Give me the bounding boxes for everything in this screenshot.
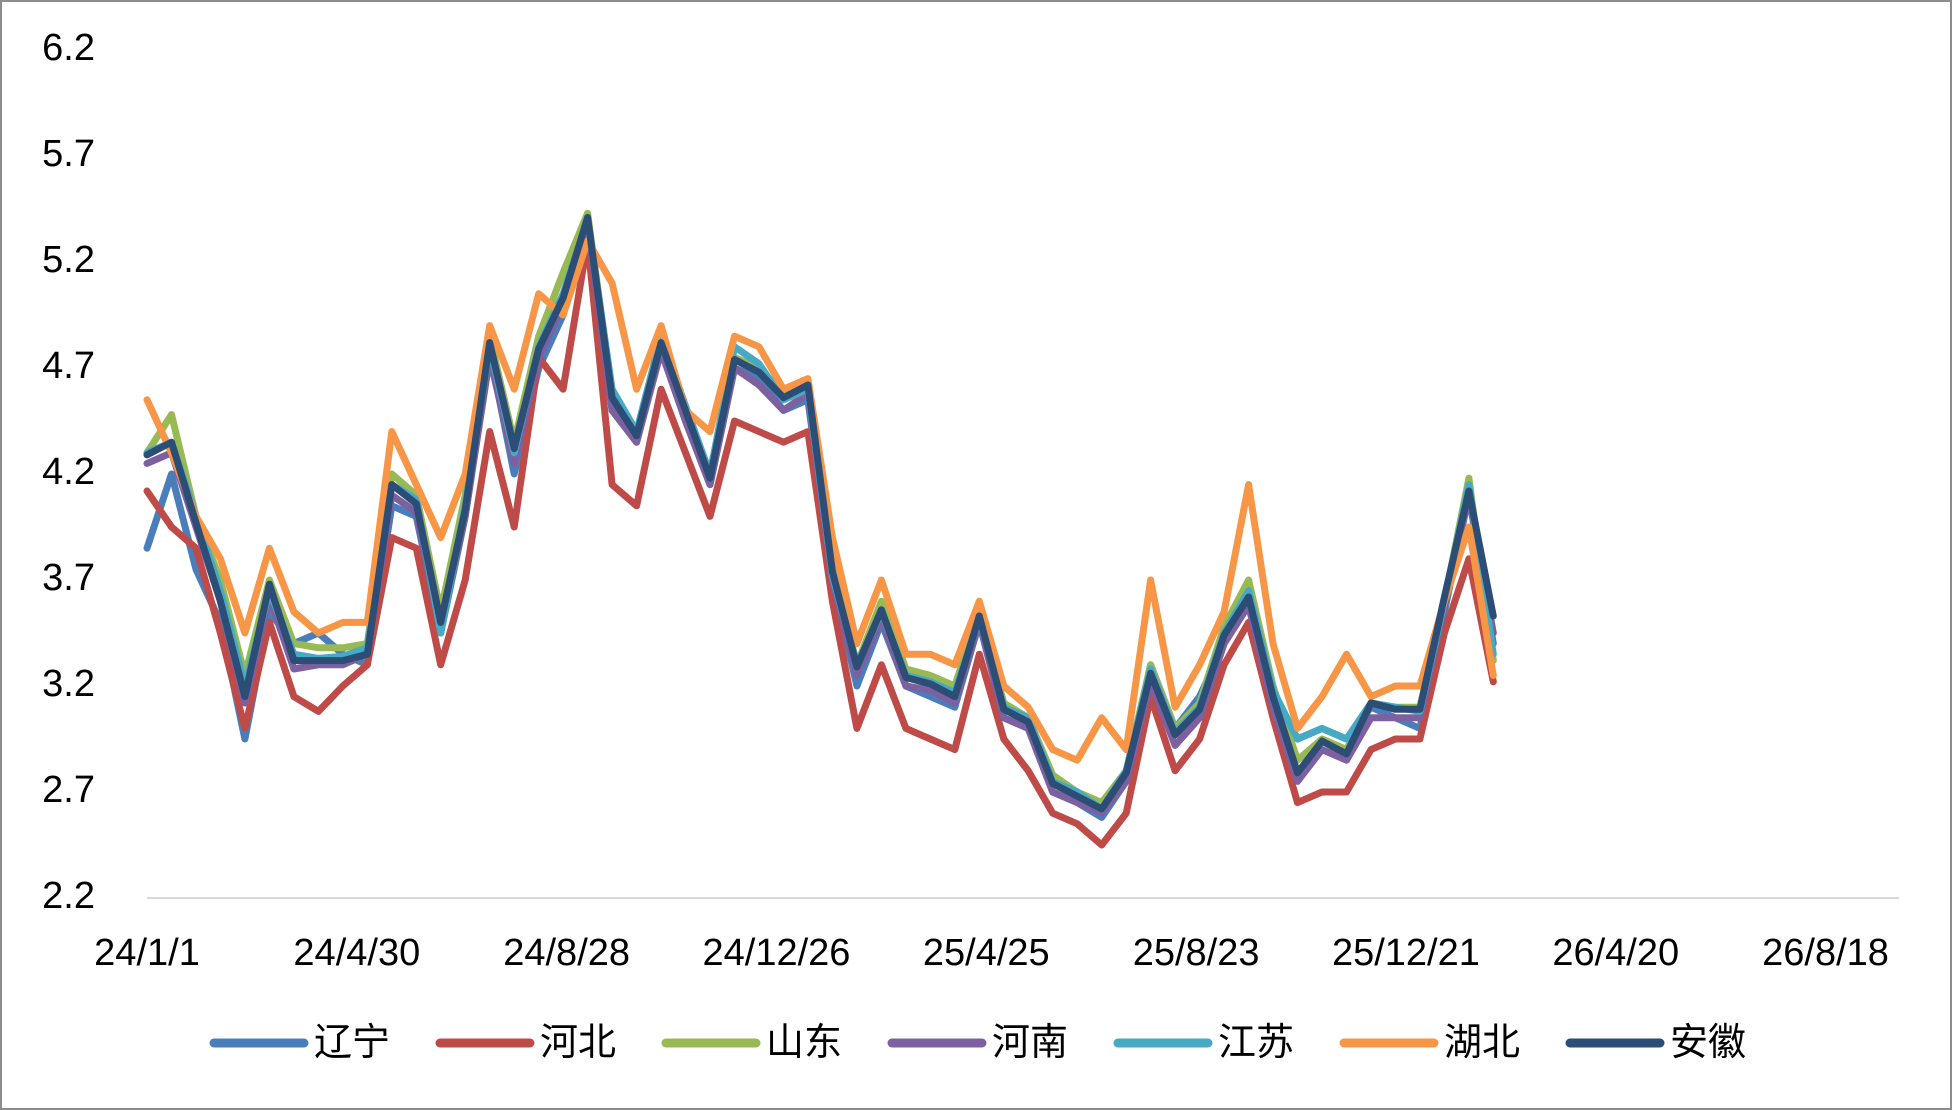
y-tick-label: 4.7: [42, 345, 95, 387]
x-tick-label: 25/8/23: [1133, 932, 1260, 974]
legend-label: 河北: [540, 1022, 616, 1064]
legend-label: 江苏: [1218, 1022, 1294, 1064]
legend-label: 安徽: [1670, 1022, 1746, 1064]
x-tick-label: 25/12/21: [1332, 932, 1480, 974]
x-tick-label: 24/12/26: [703, 932, 851, 974]
y-tick-label: 3.7: [42, 557, 95, 599]
x-tick-label: 24/4/30: [293, 932, 420, 974]
x-tick-label: 24/1/1: [94, 932, 200, 974]
y-tick-label: 3.2: [42, 663, 95, 705]
x-tick-label: 26/4/20: [1552, 932, 1679, 974]
y-tick-label: 5.2: [42, 239, 95, 281]
y-tick-label: 6.2: [42, 27, 95, 69]
series-line: [143, 214, 1497, 813]
legend-label: 湖北: [1444, 1022, 1520, 1064]
y-tick-label: 4.2: [42, 451, 95, 493]
y-tick-label: 2.7: [42, 769, 95, 811]
x-tick-label: 24/8/28: [503, 932, 630, 974]
x-tick-label: 26/8/18: [1762, 932, 1889, 974]
y-tick-label: 5.7: [42, 133, 95, 175]
legend-label: 辽宁: [314, 1022, 390, 1064]
x-tick-label: 25/4/25: [923, 932, 1050, 974]
y-tick-label: 2.2: [42, 875, 95, 917]
legend-label: 河南: [992, 1022, 1068, 1064]
legend-label: 山东: [766, 1022, 842, 1064]
